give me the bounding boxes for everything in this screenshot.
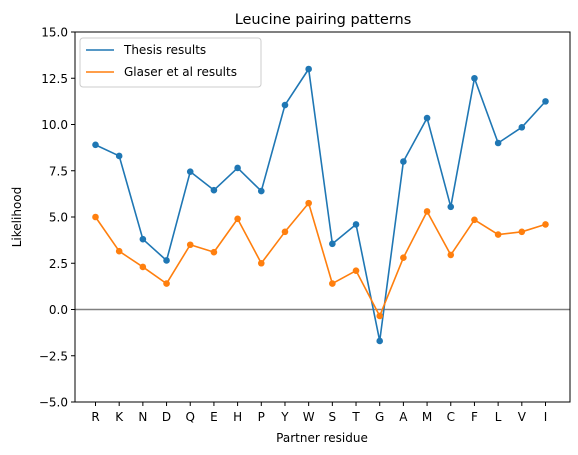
x-tick-label: M xyxy=(422,410,432,424)
data-point-thesis-C xyxy=(447,203,455,211)
data-point-thesis-M xyxy=(423,114,431,122)
data-point-thesis-Q xyxy=(186,168,194,175)
chart-title: Leucine pairing patterns xyxy=(235,12,412,28)
y-tick-label: −2.5 xyxy=(39,349,68,363)
data-point-glaser-E xyxy=(210,248,218,256)
x-tick-label: K xyxy=(115,410,124,424)
data-point-glaser-G xyxy=(376,312,384,320)
series-line-thesis xyxy=(95,68,547,342)
y-tick-label: 15.0 xyxy=(41,26,68,40)
data-point-glaser-I xyxy=(542,221,549,228)
data-point-glaser-A xyxy=(400,254,407,261)
data-point-thesis-R xyxy=(92,141,99,149)
x-tick-label: H xyxy=(233,410,242,424)
data-point-glaser-F xyxy=(471,216,478,224)
series-line-glaser xyxy=(94,202,546,317)
data-point-glaser-M xyxy=(423,208,431,215)
data-point-glaser-H xyxy=(234,215,241,223)
x-tick-label: Q xyxy=(186,410,195,424)
x-tick-label: G xyxy=(375,410,384,424)
legend-label-thesis: Thesis results xyxy=(123,43,206,57)
data-point-glaser-W xyxy=(305,199,312,207)
data-point-thesis-E xyxy=(210,186,218,194)
x-tick-label: T xyxy=(351,410,360,424)
data-point-glaser-C xyxy=(447,251,455,259)
data-point-thesis-V xyxy=(518,123,526,131)
data-point-glaser-Q xyxy=(186,241,194,249)
data-point-glaser-S xyxy=(329,280,336,287)
y-axis: −5.0 −2.5 0.0 2.5 5.0 7.5 10.0 12.5 15.0 xyxy=(39,26,75,410)
data-point-thesis-K xyxy=(115,152,123,160)
data-point-thesis-F xyxy=(471,74,478,82)
y-tick-label: 12.5 xyxy=(41,72,68,86)
data-point-glaser-N xyxy=(139,263,147,271)
x-tick-label: F xyxy=(471,410,478,424)
data-point-thesis-P xyxy=(257,187,265,195)
legend-label-glaser: Glaser et al results xyxy=(124,65,237,79)
x-tick-label: P xyxy=(258,410,265,424)
x-tick-label: R xyxy=(91,410,99,424)
data-point-glaser-R xyxy=(92,213,99,221)
data-point-thesis-I xyxy=(542,98,549,105)
x-tick-label: W xyxy=(303,410,315,424)
data-point-glaser-V xyxy=(518,228,526,236)
series-layer xyxy=(92,65,549,345)
x-tick-label: N xyxy=(138,410,147,424)
data-point-thesis-N xyxy=(139,235,147,243)
y-tick-label: 2.5 xyxy=(49,257,68,271)
y-tick-label: −5.0 xyxy=(39,396,68,410)
data-point-thesis-D xyxy=(163,257,170,264)
y-tick-label: 7.5 xyxy=(49,164,68,178)
x-tick-label: A xyxy=(399,410,408,424)
data-point-thesis-A xyxy=(400,158,407,165)
data-point-glaser-T xyxy=(352,267,360,274)
data-point-thesis-L xyxy=(494,139,502,147)
x-axis-label: Partner residue xyxy=(276,431,368,445)
data-point-thesis-G xyxy=(376,337,384,345)
legend-box xyxy=(79,37,262,88)
data-point-thesis-H xyxy=(234,164,241,172)
x-tick-label: Y xyxy=(280,410,289,424)
x-tick-label: D xyxy=(162,410,171,424)
data-point-thesis-W xyxy=(305,65,312,73)
data-point-thesis-T xyxy=(352,221,360,228)
x-tick-label: I xyxy=(544,410,548,424)
x-tick-label: V xyxy=(518,410,527,424)
y-tick-label: 10.0 xyxy=(41,118,68,132)
data-point-thesis-S xyxy=(329,240,336,248)
x-tick-label: E xyxy=(210,410,218,424)
x-tick-label: S xyxy=(329,410,337,424)
y-tick-label: 0.0 xyxy=(49,303,68,317)
y-tick-label: 5.0 xyxy=(49,211,68,225)
x-tick-label: L xyxy=(495,410,502,424)
x-tick-label: C xyxy=(447,410,455,424)
y-axis-label: Likelihood xyxy=(10,187,24,248)
legend: Thesis results Glaser et al results xyxy=(79,37,262,88)
data-point-thesis-Y xyxy=(281,101,289,109)
data-point-glaser-L xyxy=(494,231,502,238)
data-point-glaser-K xyxy=(115,247,123,255)
data-point-glaser-Y xyxy=(281,228,289,236)
data-point-glaser-P xyxy=(257,259,265,267)
data-point-glaser-D xyxy=(163,280,170,287)
